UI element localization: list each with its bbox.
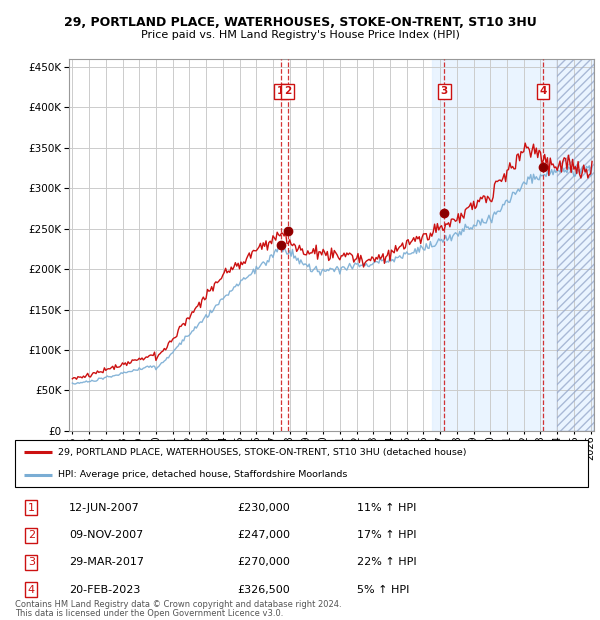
Text: £247,000: £247,000 <box>237 530 290 540</box>
Text: 09-NOV-2007: 09-NOV-2007 <box>69 530 143 540</box>
Text: 2: 2 <box>284 86 291 96</box>
Text: £326,500: £326,500 <box>237 585 290 595</box>
Text: 3: 3 <box>441 86 448 96</box>
Text: 1: 1 <box>277 86 284 96</box>
Text: 29, PORTLAND PLACE, WATERHOUSES, STOKE-ON-TRENT, ST10 3HU: 29, PORTLAND PLACE, WATERHOUSES, STOKE-O… <box>64 16 536 29</box>
Text: 4: 4 <box>28 585 35 595</box>
Text: Contains HM Land Registry data © Crown copyright and database right 2024.: Contains HM Land Registry data © Crown c… <box>15 600 341 609</box>
Text: 3: 3 <box>28 557 35 567</box>
Text: Price paid vs. HM Land Registry's House Price Index (HPI): Price paid vs. HM Land Registry's House … <box>140 30 460 40</box>
Text: 2: 2 <box>28 530 35 540</box>
Text: 5% ↑ HPI: 5% ↑ HPI <box>357 585 409 595</box>
Text: 12-JUN-2007: 12-JUN-2007 <box>69 503 140 513</box>
Text: £270,000: £270,000 <box>237 557 290 567</box>
Text: 20-FEB-2023: 20-FEB-2023 <box>69 585 140 595</box>
Text: 1: 1 <box>28 503 35 513</box>
Bar <box>557 59 594 431</box>
Text: 29, PORTLAND PLACE, WATERHOUSES, STOKE-ON-TRENT, ST10 3HU (detached house): 29, PORTLAND PLACE, WATERHOUSES, STOKE-O… <box>58 448 466 457</box>
Text: HPI: Average price, detached house, Staffordshire Moorlands: HPI: Average price, detached house, Staf… <box>58 471 347 479</box>
Text: 4: 4 <box>539 86 547 96</box>
Text: This data is licensed under the Open Government Licence v3.0.: This data is licensed under the Open Gov… <box>15 608 283 618</box>
Text: 11% ↑ HPI: 11% ↑ HPI <box>357 503 416 513</box>
Text: £230,000: £230,000 <box>237 503 290 513</box>
Text: 29-MAR-2017: 29-MAR-2017 <box>69 557 144 567</box>
Bar <box>432 59 594 431</box>
Text: 22% ↑ HPI: 22% ↑ HPI <box>357 557 416 567</box>
Text: 17% ↑ HPI: 17% ↑ HPI <box>357 530 416 540</box>
